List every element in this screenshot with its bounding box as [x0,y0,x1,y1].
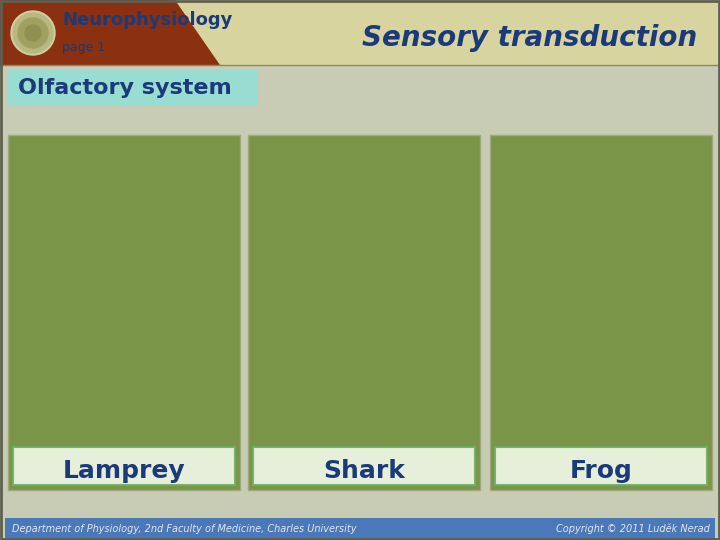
Bar [0,0,720,65]
Text: Frog: Frog [570,459,632,483]
Bar [495,447,707,485]
Bar [248,135,480,490]
Bar [8,135,240,490]
Text: Shark: Shark [323,459,405,483]
Text: Neurophysiology: Neurophysiology [62,11,233,29]
Bar [8,70,258,106]
Text: page 1: page 1 [62,42,105,55]
Circle shape [18,18,48,48]
Circle shape [25,25,41,41]
Polygon shape [0,0,220,65]
Circle shape [13,13,53,53]
Text: Lamprey: Lamprey [63,459,185,483]
Text: Olfactory system: Olfactory system [18,78,232,98]
Bar [253,447,475,485]
Bar [5,518,715,540]
Text: Sensory transduction: Sensory transduction [362,24,698,52]
Text: Copyright © 2011 Luděk Nerad: Copyright © 2011 Luděk Nerad [556,524,710,534]
Text: Department of Physiology, 2nd Faculty of Medicine, Charles University: Department of Physiology, 2nd Faculty of… [12,524,356,534]
Bar [13,447,235,485]
Bar [490,135,712,490]
Circle shape [11,11,55,55]
